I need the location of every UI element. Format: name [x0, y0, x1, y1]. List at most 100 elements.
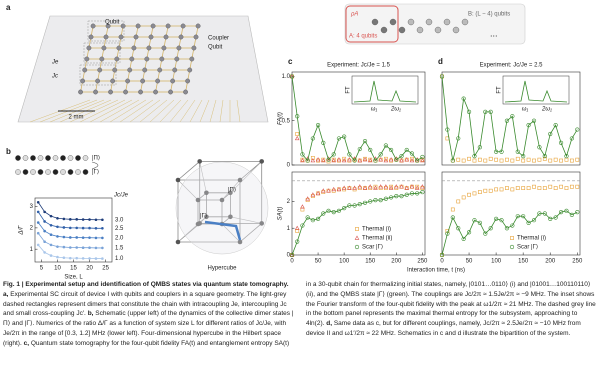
marker — [456, 157, 461, 162]
marker — [56, 255, 59, 259]
cube-edge — [177, 161, 200, 181]
marker — [467, 192, 471, 197]
marker — [542, 186, 547, 190]
marker — [49, 233, 53, 236]
chain-qubit — [443, 18, 451, 26]
marker — [569, 136, 574, 141]
marker — [483, 231, 488, 236]
readout-line — [219, 99, 224, 123]
y-tick-label: 3 — [30, 204, 34, 210]
dimer-qubit — [60, 169, 66, 175]
marker — [295, 229, 300, 233]
y-tick-label: 0.5 — [282, 118, 291, 124]
panel-letter: d — [438, 57, 443, 66]
marker — [362, 185, 368, 190]
marker — [461, 96, 466, 101]
caption-text: Quantum state tomography for the four-qu… — [30, 281, 596, 347]
cube-node — [259, 221, 265, 226]
scale-label: 2 mm — [69, 115, 84, 121]
x-tick-label: 200 — [391, 259, 402, 265]
qubit — [97, 67, 103, 73]
marker — [43, 240, 46, 244]
marker — [548, 184, 553, 189]
legend-label: Thermal (ii) — [362, 236, 392, 242]
y-axis-label: FA(t) — [278, 112, 284, 125]
y-tick-label: 1 — [287, 226, 291, 232]
marker — [477, 145, 482, 150]
chain-qubit — [452, 26, 460, 34]
x-tick-label: 200 — [545, 259, 556, 265]
dimer-qubit — [82, 169, 89, 175]
marker — [81, 236, 85, 239]
marker — [373, 158, 378, 163]
cube-edge — [221, 223, 241, 243]
inset-peak-label: 2ω₁ — [390, 107, 401, 113]
marker — [43, 251, 46, 254]
legend-label: 1.5 — [115, 245, 124, 251]
marker — [439, 252, 445, 258]
marker — [331, 210, 336, 215]
marker — [526, 220, 531, 225]
marker — [415, 184, 420, 189]
qubit — [189, 56, 195, 62]
qubit — [165, 23, 171, 29]
inset-peak-label: ω₁ — [522, 107, 529, 113]
dimer-box — [83, 42, 121, 64]
qubit — [123, 89, 128, 95]
qubit — [112, 67, 118, 73]
cube-node — [175, 239, 181, 245]
marker — [101, 257, 104, 260]
marker — [510, 114, 515, 119]
marker — [75, 236, 79, 239]
marker — [467, 156, 471, 161]
marker — [531, 218, 537, 223]
marker — [81, 246, 85, 250]
readout-line — [79, 99, 126, 123]
bipartition — [344, 3, 526, 45]
marker — [388, 147, 394, 153]
chain-qubit — [434, 26, 442, 34]
marker — [409, 158, 415, 163]
dimer-qubit — [15, 169, 21, 175]
dimer-qubit — [30, 169, 36, 175]
marker — [521, 154, 526, 159]
x-tick-label: 15 — [70, 266, 77, 272]
legend-title: Jc/Je — [113, 193, 129, 199]
marker — [357, 184, 363, 189]
chain-qubit — [389, 18, 397, 26]
chip — [17, 15, 269, 123]
marker — [341, 185, 347, 190]
marker — [75, 226, 79, 230]
marker — [531, 118, 537, 123]
marker — [68, 226, 72, 230]
marker — [373, 198, 378, 203]
marker — [510, 187, 515, 192]
dimer-qubit — [67, 169, 74, 175]
cube-edge — [177, 179, 199, 201]
marker — [575, 210, 580, 215]
qubit — [99, 56, 105, 62]
series-line — [37, 222, 103, 239]
marker — [94, 236, 98, 240]
marker — [315, 216, 321, 221]
marker — [461, 158, 466, 163]
qubit — [140, 78, 146, 84]
marker — [336, 208, 342, 213]
y-tick-label: 2 — [287, 199, 291, 205]
marker — [399, 184, 404, 189]
legend-label: Thermal (i) — [362, 227, 391, 233]
marker — [472, 158, 477, 163]
qubit — [142, 67, 148, 73]
qubit — [110, 78, 116, 84]
marker — [336, 186, 342, 192]
marker — [521, 158, 526, 163]
x-tick-label: 150 — [518, 259, 529, 265]
cube-node — [228, 190, 233, 196]
qubit — [93, 89, 98, 95]
x-axis-label: Size, L — [64, 275, 83, 279]
marker — [68, 236, 72, 239]
dimer-qubit — [52, 169, 59, 175]
marker — [49, 214, 53, 218]
cube-edge — [239, 161, 262, 181]
marker — [68, 256, 72, 260]
